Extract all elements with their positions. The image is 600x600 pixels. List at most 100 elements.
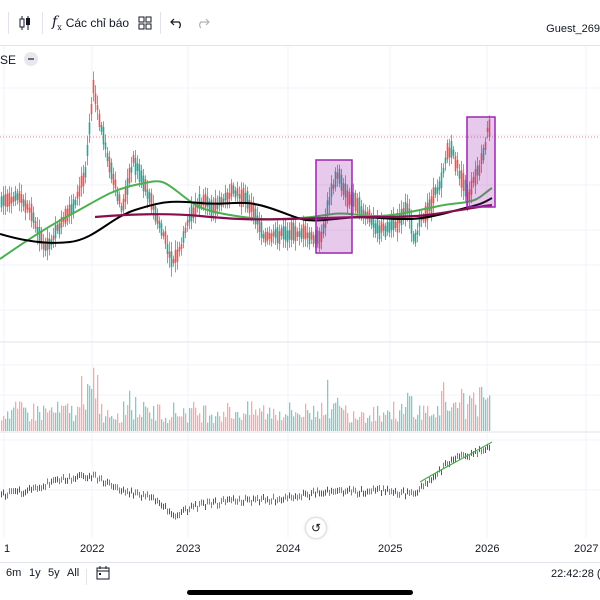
collapse-legend-button[interactable]: [24, 52, 38, 66]
candle: [442, 167, 445, 174]
candle: [322, 223, 325, 234]
candle: [146, 189, 149, 199]
candle: [144, 179, 147, 192]
candle: [234, 190, 237, 198]
candle: [348, 192, 351, 205]
candle: [370, 217, 373, 225]
candle: [210, 199, 213, 218]
candle: [286, 230, 289, 243]
candle: [108, 156, 111, 173]
volume-bar: [163, 421, 165, 431]
x-axis-tick-label: 1: [4, 543, 10, 555]
candle: [8, 192, 11, 207]
redo-icon[interactable]: [196, 13, 210, 33]
candle: [438, 181, 441, 191]
candle: [104, 142, 107, 150]
candle: [42, 242, 45, 250]
volume-bar: [381, 421, 383, 431]
volume-bar: [235, 412, 237, 431]
candle: [58, 222, 61, 235]
indicators-button[interactable]: fx Các chỉ báo: [52, 13, 129, 33]
volume-bar: [319, 418, 321, 431]
volume-bar: [283, 417, 285, 431]
candle: [92, 79, 95, 94]
candle: [430, 196, 433, 215]
comparison-line: [419, 441, 493, 483]
volume-bar: [157, 404, 159, 431]
volume-bar: [57, 401, 59, 431]
candle: [298, 231, 301, 237]
volume-bar: [397, 421, 399, 431]
volume-bar: [405, 407, 407, 431]
price-chart[interactable]: 1 2022 2023 2024 2025 2026 2027: [0, 46, 600, 562]
candle: [120, 205, 123, 212]
symbol-legend[interactable]: SE: [0, 53, 17, 67]
candle: [136, 163, 139, 172]
candle: [208, 201, 211, 212]
volume-bar: [21, 402, 23, 431]
candle: [98, 113, 101, 127]
volume-bar: [313, 405, 315, 431]
volume-bar: [279, 411, 281, 431]
volume-bar: [333, 403, 335, 431]
volume-bar: [367, 417, 369, 431]
volume-bar: [443, 382, 445, 431]
candle: [96, 105, 99, 111]
volume-bar: [431, 415, 433, 431]
candle: [386, 221, 389, 232]
volume-bar: [239, 417, 241, 431]
volume-bar: [265, 419, 267, 431]
candle: [412, 233, 415, 242]
candle: [250, 202, 253, 212]
range-1y-button[interactable]: 1y: [29, 567, 41, 579]
candle: [342, 183, 345, 196]
volume-bar: [297, 413, 299, 431]
volume-bar: [109, 417, 111, 431]
volume-bar: [241, 420, 243, 431]
range-5y-button[interactable]: 5y: [48, 567, 60, 579]
candle: [374, 223, 377, 235]
volume-bar: [311, 419, 313, 431]
undo-icon[interactable]: [170, 13, 184, 33]
volume-bar: [173, 402, 175, 431]
volume-bar: [225, 417, 227, 431]
candle: [294, 226, 297, 242]
candle: [188, 214, 191, 223]
volume-bar: [145, 406, 147, 431]
candle: [340, 174, 343, 191]
volume-bar: [325, 414, 327, 431]
volume-bar: [189, 407, 191, 431]
volume-bar: [409, 396, 411, 431]
candle: [464, 179, 467, 197]
candle: [150, 193, 153, 210]
volume-bar: [387, 410, 389, 431]
candle: [40, 232, 43, 245]
range-6m-button[interactable]: 6m: [6, 567, 22, 579]
candle: [10, 197, 13, 204]
candle: [470, 180, 473, 195]
volume-bar: [19, 401, 21, 431]
volume-bar: [415, 419, 417, 431]
volume-bar: [123, 401, 125, 431]
candle: [306, 232, 309, 239]
user-name[interactable]: Guest_269: [546, 23, 600, 35]
candle: [174, 249, 177, 263]
templates-icon[interactable]: [138, 13, 152, 33]
volume-bar: [175, 413, 177, 431]
candle: [308, 232, 311, 245]
chart-area[interactable]: 1 2022 2023 2024 2025 2026 2027: [0, 46, 600, 562]
volume-bar: [209, 415, 211, 431]
volume-bar: [43, 405, 45, 431]
candles-icon[interactable]: [18, 13, 32, 33]
reset-chart-icon[interactable]: ↺: [306, 518, 326, 538]
range-all-button[interactable]: All: [67, 567, 80, 579]
volume-bar: [107, 409, 109, 431]
candle: [54, 225, 57, 239]
moving-average-black: [0, 197, 493, 244]
candle: [486, 127, 489, 133]
volume-bar: [137, 417, 139, 431]
volume-bar: [349, 422, 351, 431]
volume-bar: [179, 416, 181, 431]
candle: [156, 213, 159, 224]
calendar-icon[interactable]: [96, 566, 110, 585]
